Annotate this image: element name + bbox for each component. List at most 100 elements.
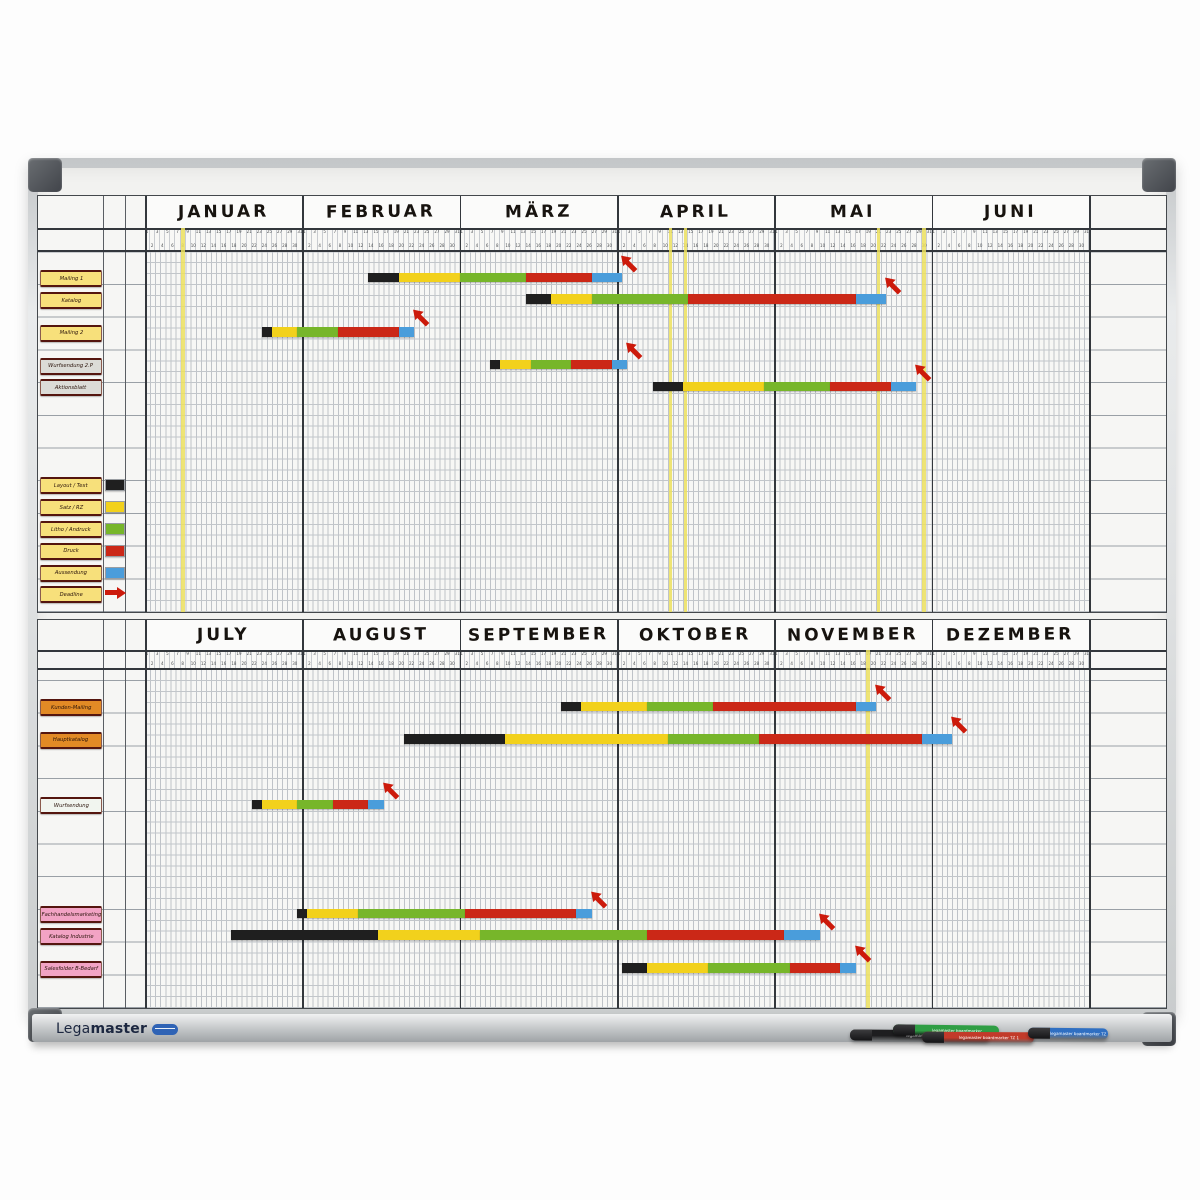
blue-boardmarker: legamaster boardmarker TZ 1 (1027, 1027, 1109, 1040)
day-tick: 2 (465, 228, 470, 250)
strip-bottom-line (38, 668, 1166, 670)
day-number: 9 (343, 229, 347, 234)
legend-label: Litho / Andruck (51, 526, 91, 533)
day-number: 16 (378, 243, 384, 248)
day-number: 9 (815, 651, 819, 656)
day-number-strip: 1234567891011121314151617181920212223242… (774, 228, 932, 250)
day-number: 27 (906, 651, 912, 656)
day-number: 9 (343, 651, 347, 656)
day-number: 15 (216, 229, 222, 234)
day-number: 11 (353, 651, 359, 656)
day-number: 19 (708, 229, 714, 234)
day-tick: 9 (972, 650, 978, 668)
day-tick: 14 (211, 650, 216, 668)
day-number: 17 (1012, 651, 1018, 656)
day-tick: 30 (764, 650, 769, 668)
gantt-segment-satz (505, 734, 668, 744)
day-number: 19 (1023, 651, 1029, 656)
month-separator (145, 196, 147, 612)
day-tick: 12 (988, 228, 993, 250)
day-tick: 20 (556, 650, 561, 668)
day-number: 27 (749, 229, 755, 234)
gantt-segment-aussendung (591, 272, 623, 283)
day-tick: 25 (896, 650, 901, 668)
day-tick: 6 (642, 228, 648, 250)
day-tick: 2 (937, 650, 942, 668)
day-tick: 31 (927, 650, 932, 668)
day-tick: 3 (942, 650, 947, 668)
day-number: 22 (408, 243, 415, 248)
day-number: 5 (323, 651, 326, 656)
day-tick: 29 (445, 650, 450, 668)
day-tick: 18 (546, 650, 551, 668)
day-tick: 13 (678, 228, 683, 250)
month-label: SEPTEMBER (467, 624, 609, 646)
day-number: 11 (982, 229, 988, 234)
day-tick: 18 (231, 650, 236, 668)
day-number: 27 (277, 229, 283, 234)
corner-cap-top-right (1142, 158, 1176, 192)
day-number: 18 (703, 661, 709, 666)
month-label: JULY (197, 624, 251, 646)
day-tick: 11 (510, 228, 516, 250)
day-number: 17 (226, 229, 232, 234)
row-label-plate: Katalog (40, 292, 102, 310)
day-tick: 25 (424, 650, 429, 668)
month-header: MAI (774, 196, 932, 228)
day-tick: 30 (607, 650, 612, 668)
day-tick: 24 (419, 650, 424, 668)
day-number: 3 (785, 229, 788, 234)
gantt-segment-aussendung (784, 930, 820, 940)
gantt-segment-litho (764, 381, 831, 392)
day-tick: 13 (835, 228, 840, 250)
day-number: 26 (429, 661, 435, 666)
day-number: 26 (743, 661, 750, 666)
day-number: 5 (952, 229, 956, 234)
day-tick: 8 (810, 650, 815, 668)
day-tick: 15 (216, 650, 221, 668)
gantt-segment-satz (271, 327, 298, 337)
day-number: 22 (723, 661, 729, 666)
day-tick: 22 (724, 228, 729, 250)
day-number: 31 (1084, 651, 1090, 656)
day-tick: 19 (866, 228, 871, 250)
day-number: 8 (338, 661, 342, 666)
day-number: 28 (911, 243, 917, 248)
day-number: 21 (718, 229, 724, 234)
day-number: 9 (658, 229, 661, 234)
day-number: 24 (576, 243, 582, 248)
gantt-segment-aussendung (576, 908, 592, 919)
day-tick: 29 (1074, 228, 1079, 250)
right-blank-lines (1089, 668, 1166, 1008)
day-tick: 20 (556, 228, 561, 250)
day-number: 31 (926, 651, 932, 656)
day-number: 21 (561, 229, 567, 234)
highlight-day-line (922, 228, 926, 612)
legend-label-plate: Layout / Text (40, 477, 102, 495)
day-number: 10 (190, 661, 196, 666)
day-tick: 14 (211, 228, 216, 250)
day-number: 30 (449, 243, 455, 248)
day-number: 8 (967, 243, 971, 248)
day-number: 7 (333, 651, 337, 656)
day-number: 8 (338, 243, 342, 248)
day-tick: 29 (445, 228, 450, 250)
day-tick: 8 (338, 228, 343, 250)
day-tick: 7 (175, 228, 181, 250)
day-tick: 18 (389, 228, 394, 250)
gantt-segment-druck (688, 294, 856, 304)
gantt-segment-satz (378, 930, 480, 940)
day-number: 7 (805, 229, 809, 234)
day-number: 11 (195, 229, 201, 234)
day-tick: 24 (891, 650, 896, 668)
day-number: 20 (556, 243, 562, 248)
day-tick: 11 (353, 228, 358, 250)
day-number: 13 (520, 229, 526, 234)
day-tick: 12 (830, 228, 835, 250)
day-tick: 28 (597, 228, 602, 250)
day-number: 31 (1084, 229, 1090, 234)
day-tick: 28 (1069, 228, 1074, 250)
day-tick: 23 (729, 650, 734, 668)
day-number: 31 (297, 651, 303, 656)
month-header: JULY (145, 620, 303, 650)
